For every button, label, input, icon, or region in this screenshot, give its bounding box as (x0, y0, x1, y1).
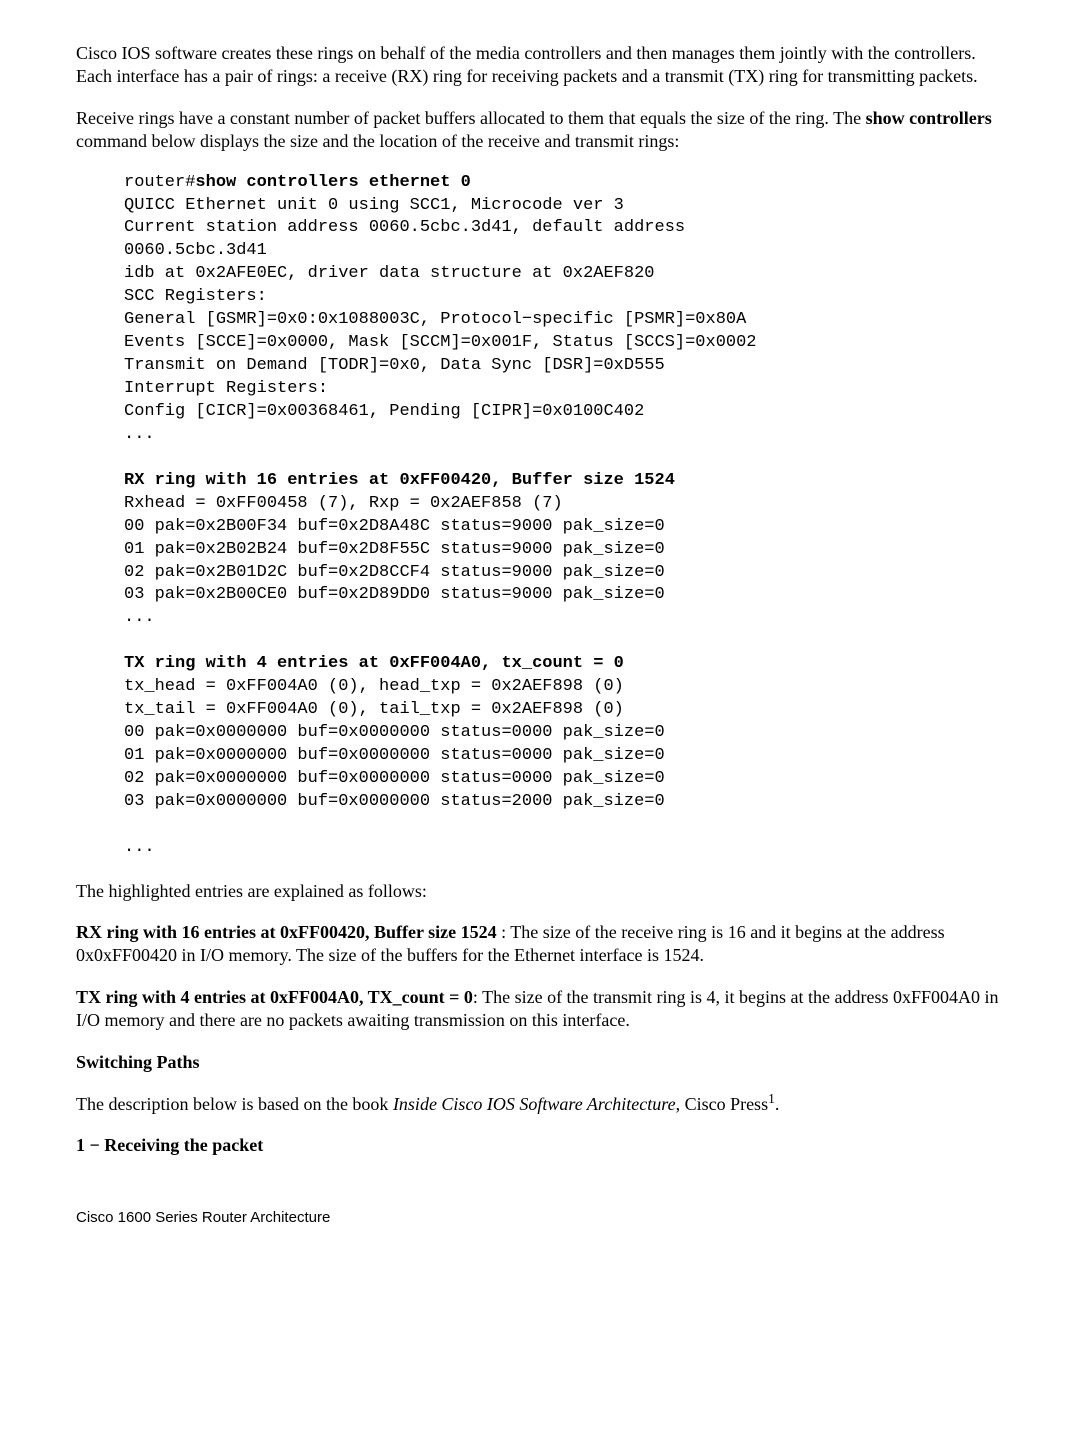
output-line: Config [CICR]=0x00368461, Pending [CIPR]… (124, 402, 644, 421)
output-line: idb at 0x2AFE0EC, driver data structure … (124, 264, 655, 283)
output-line: 0060.5cbc.3d41 (124, 241, 267, 260)
rx-ring-header: RX ring with 16 entries at 0xFF00420, Bu… (124, 471, 675, 490)
footnote-ref: 1 (768, 1091, 775, 1106)
book-title: Inside Cisco IOS Software Architecture (393, 1094, 676, 1114)
output-line: 03 pak=0x0000000 buf=0x0000000 status=20… (124, 792, 665, 811)
output-line: 01 pak=0x0000000 buf=0x0000000 status=00… (124, 746, 665, 765)
output-line: General [GSMR]=0x0:0x1088003C, Protocol−… (124, 310, 746, 329)
intro-post: command below displays the size and the … (76, 131, 679, 151)
rx-explanation: RX ring with 16 entries at 0xFF00420, Bu… (76, 921, 1004, 968)
output-line: QUICC Ethernet unit 0 using SCC1, Microc… (124, 196, 624, 215)
output-line: 03 pak=0x2B00CE0 buf=0x2D89DD0 status=90… (124, 585, 665, 604)
switching-paths-heading: Switching Paths (76, 1051, 1004, 1074)
page-footer: Cisco 1600 Series Router Architecture (76, 1208, 1004, 1228)
command: show controllers ethernet 0 (195, 173, 470, 192)
output-line: Current station address 0060.5cbc.3d41, … (124, 218, 685, 237)
step-1-heading: 1 − Receiving the packet (76, 1134, 1004, 1157)
output-line: tx_tail = 0xFF004A0 (0), tail_txp = 0x2A… (124, 700, 624, 719)
tx-explanation: TX ring with 4 entries at 0xFF004A0, TX_… (76, 986, 1004, 1033)
output-line: 02 pak=0x0000000 buf=0x0000000 status=00… (124, 769, 665, 788)
switching-post2: . (775, 1094, 780, 1114)
output-line: Events [SCCE]=0x0000, Mask [SCCM]=0x001F… (124, 333, 757, 352)
output-line: 00 pak=0x2B00F34 buf=0x2D8A48C status=90… (124, 517, 665, 536)
tx-expl-bold: TX ring with 4 entries at 0xFF004A0, TX_… (76, 987, 473, 1007)
tx-ring-header: TX ring with 4 entries at 0xFF004A0, tx_… (124, 654, 624, 673)
output-line: Transmit on Demand [TODR]=0x0, Data Sync… (124, 356, 665, 375)
output-line: SCC Registers: (124, 287, 267, 306)
output-line: ... (124, 425, 155, 444)
output-line: ... (124, 608, 155, 627)
intro-pre: Receive rings have a constant number of … (76, 108, 866, 128)
rx-expl-bold: RX ring with 16 entries at 0xFF00420, Bu… (76, 922, 497, 942)
output-line: 01 pak=0x2B02B24 buf=0x2D8F55C status=90… (124, 540, 665, 559)
output-line: ... (124, 838, 155, 857)
switching-paths-text: The description below is based on the bo… (76, 1090, 1004, 1116)
intro-paragraph-1: Cisco IOS software creates these rings o… (76, 42, 1004, 89)
prompt: router# (124, 173, 195, 192)
switching-post1: , Cisco Press (676, 1094, 769, 1114)
output-line: tx_head = 0xFF004A0 (0), head_txp = 0x2A… (124, 677, 624, 696)
output-line: Interrupt Registers: (124, 379, 328, 398)
intro-paragraph-2: Receive rings have a constant number of … (76, 107, 1004, 154)
output-line: 02 pak=0x2B01D2C buf=0x2D8CCF4 status=90… (124, 563, 665, 582)
output-line: Rxhead = 0xFF00458 (7), Rxp = 0x2AEF858 … (124, 494, 563, 513)
switching-pre: The description below is based on the bo… (76, 1094, 393, 1114)
show-controllers-bold: show controllers (866, 108, 992, 128)
output-line: 00 pak=0x0000000 buf=0x0000000 status=00… (124, 723, 665, 742)
terminal-output: router#show controllers ethernet 0 QUICC… (124, 172, 1004, 860)
explain-intro: The highlighted entries are explained as… (76, 880, 1004, 903)
